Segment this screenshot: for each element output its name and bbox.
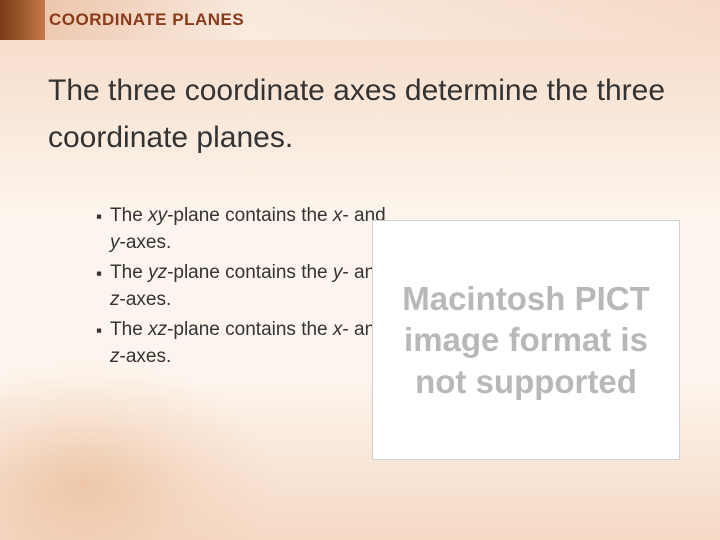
background-decoration bbox=[0, 360, 280, 540]
slide-header: COORDINATE PLANES bbox=[0, 0, 720, 40]
bullet-item: ▪ The xz-plane contains the x- and z-axe… bbox=[96, 317, 386, 370]
bullet-marker-icon: ▪ bbox=[96, 262, 102, 313]
bullet-text: The xz-plane contains the x- and z-axes. bbox=[110, 317, 386, 370]
header-title-bar: COORDINATE PLANES bbox=[45, 0, 720, 40]
placeholder-message: Macintosh PICT image format is not suppo… bbox=[383, 278, 669, 402]
bullet-list: ▪ The xy-plane contains the x- and y-axe… bbox=[96, 203, 386, 371]
bullet-marker-icon: ▪ bbox=[96, 205, 102, 256]
bullet-marker-icon: ▪ bbox=[96, 319, 102, 370]
main-heading: The three coordinate axes determine the … bbox=[48, 68, 672, 161]
bullet-item: ▪ The xy-plane contains the x- and y-axe… bbox=[96, 203, 386, 256]
image-placeholder: Macintosh PICT image format is not suppo… bbox=[372, 220, 680, 460]
bullet-item: ▪ The yz-plane contains the y- and z-axe… bbox=[96, 260, 386, 313]
bullet-text: The xy-plane contains the x- and y-axes. bbox=[110, 203, 386, 256]
slide-title: COORDINATE PLANES bbox=[49, 10, 244, 30]
bullet-text: The yz-plane contains the y- and z-axes. bbox=[110, 260, 386, 313]
header-accent-bar bbox=[0, 0, 45, 40]
